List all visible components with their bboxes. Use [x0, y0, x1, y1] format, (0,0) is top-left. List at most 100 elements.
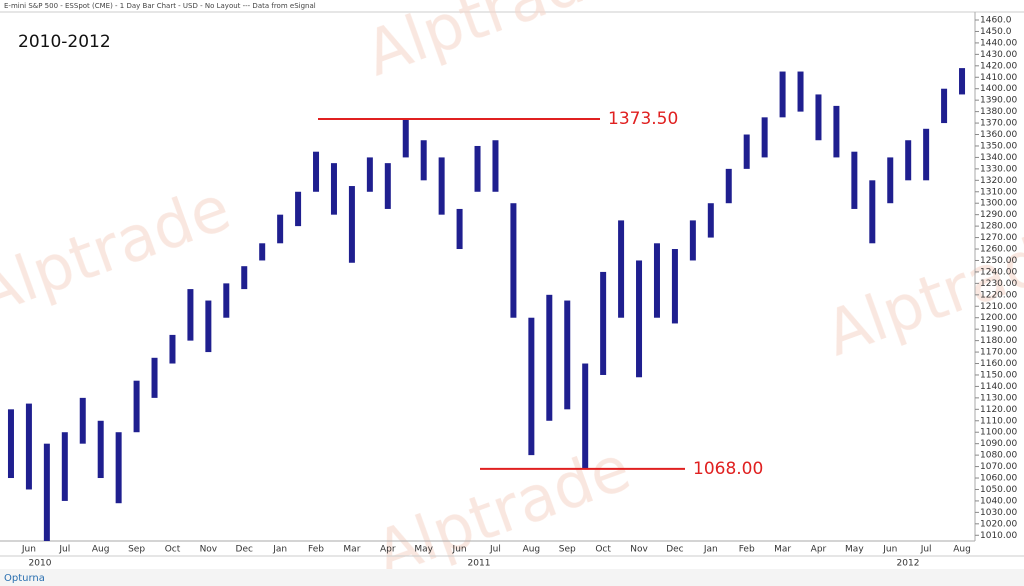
price-bar: [133, 380, 140, 433]
y-tick-label: 1170.00: [980, 348, 1017, 358]
price-bar: [151, 357, 158, 398]
price-bar: [348, 186, 355, 263]
y-tick-label: 1450.0: [980, 27, 1012, 37]
x-tick-label: Jun: [882, 545, 897, 555]
price-bar: [97, 420, 104, 479]
x-tick-label: May: [414, 545, 433, 555]
x-tick-label: Jan: [272, 545, 287, 555]
price-bar: [241, 266, 248, 290]
y-tick-label: 1380.00: [980, 107, 1017, 117]
x-tick-label: Nov: [630, 545, 648, 555]
y-tick-label: 1320.00: [980, 176, 1017, 186]
y-tick-label: 1210.00: [980, 302, 1017, 312]
x-tick-label: Mar: [774, 545, 791, 555]
x-tick-label: Feb: [308, 545, 324, 555]
y-tick-label: 1110.00: [980, 416, 1017, 426]
x-tick-label: Aug: [523, 545, 541, 555]
x-tick-label: Dec: [666, 545, 683, 555]
x-tick-label: Oct: [165, 545, 181, 555]
level-label: 1068.00: [693, 459, 763, 479]
x-tick-label: Apr: [811, 545, 827, 555]
x-tick-label: Jun: [452, 545, 467, 555]
price-bar: [43, 443, 50, 541]
price-bar: [115, 432, 122, 504]
price-bar: [510, 203, 517, 318]
price-bar: [79, 397, 86, 444]
y-tick-label: 1360.00: [980, 130, 1017, 140]
y-tick-label: 1010.00: [980, 531, 1017, 541]
y-tick-label: 1370.00: [980, 119, 1017, 129]
y-tick-label: 1260.00: [980, 245, 1017, 255]
x-tick-label: Feb: [739, 545, 755, 555]
price-bar: [707, 203, 714, 238]
x-tick-label: Jan: [703, 545, 718, 555]
price-bar: [887, 157, 894, 204]
y-tick-label: 1440.00: [980, 38, 1017, 48]
footer-logo: Opturna: [4, 573, 45, 584]
y-tick-label: 1130.00: [980, 393, 1017, 403]
level-label: 1373.50: [608, 109, 678, 129]
price-bar: [259, 243, 266, 261]
price-bar: [959, 68, 966, 95]
price-bar: [761, 117, 768, 158]
price-bar: [528, 317, 535, 456]
x-tick-label: May: [845, 545, 864, 555]
y-tick-label: 1460.0: [980, 16, 1012, 26]
x-tick-label: Oct: [595, 545, 611, 555]
y-tick-label: 1240.00: [980, 267, 1017, 277]
y-tick-label: 1020.00: [980, 519, 1017, 529]
y-tick-label: 1230.00: [980, 279, 1017, 289]
x-tick-label: Jul: [58, 545, 70, 555]
x-tick-label: Jul: [920, 545, 932, 555]
price-bar: [61, 432, 68, 501]
price-bar: [330, 163, 337, 215]
x-tick-label: Jun: [21, 545, 36, 555]
price-bar: [295, 191, 302, 227]
y-tick-label: 1090.00: [980, 439, 1017, 449]
price-bar: [833, 105, 840, 158]
y-tick-label: 1330.00: [980, 164, 1017, 174]
price-bar: [923, 128, 930, 181]
x-tick-label: Aug: [953, 545, 971, 555]
price-bar: [456, 208, 463, 250]
price-bar: [725, 168, 732, 204]
price-bar: [366, 157, 373, 192]
year-label: 2011: [468, 559, 491, 569]
y-tick-label: 1150.00: [980, 370, 1017, 380]
y-tick-label: 1190.00: [980, 325, 1017, 335]
y-tick-label: 1160.00: [980, 359, 1017, 369]
chart-title: 2010-2012: [18, 32, 111, 52]
price-bar: [223, 283, 230, 318]
price-bar: [636, 260, 643, 378]
price-bar: [941, 88, 948, 124]
y-tick-label: 1070.00: [980, 462, 1017, 472]
price-bar: [313, 151, 320, 192]
y-tick-label: 1040.00: [980, 496, 1017, 506]
price-bar: [851, 151, 858, 209]
price-bar: [546, 294, 553, 421]
y-tick-label: 1200.00: [980, 313, 1017, 323]
price-bar: [582, 363, 589, 469]
price-bar: [277, 214, 284, 244]
price-bar: [869, 180, 876, 244]
price-bar: [905, 140, 912, 181]
y-tick-label: 1250.00: [980, 256, 1017, 266]
y-tick-label: 1420.00: [980, 61, 1017, 71]
year-label: 2010: [29, 559, 52, 569]
price-bar: [797, 71, 804, 112]
price-bar: [187, 289, 194, 341]
price-bar: [402, 119, 409, 158]
x-tick-label: Mar: [343, 545, 360, 555]
y-tick-label: 1410.00: [980, 73, 1017, 83]
price-bar: [743, 134, 750, 169]
y-tick-label: 1350.00: [980, 141, 1017, 151]
y-tick-label: 1290.00: [980, 210, 1017, 220]
price-bar: [7, 409, 14, 479]
y-tick-label: 1100.00: [980, 428, 1017, 438]
price-bar: [653, 243, 660, 318]
y-tick-label: 1220.00: [980, 290, 1017, 300]
x-tick-label: Jul: [489, 545, 501, 555]
price-bar: [815, 94, 822, 141]
x-tick-label: Apr: [380, 545, 396, 555]
y-tick-label: 1270.00: [980, 233, 1017, 243]
